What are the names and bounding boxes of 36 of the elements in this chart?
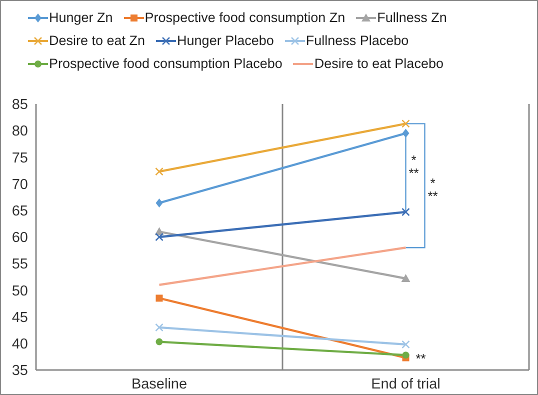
y-tick-label: 65 bbox=[12, 204, 28, 220]
y-tick-label: 35 bbox=[12, 363, 28, 380]
point bbox=[156, 338, 163, 346]
annotation: ** bbox=[408, 166, 419, 181]
legend-label: Hunger Zn bbox=[49, 10, 113, 25]
point bbox=[402, 120, 410, 128]
legend-label: Hunger Placebo bbox=[177, 33, 274, 48]
point bbox=[402, 340, 410, 349]
y-tick-label: 55 bbox=[12, 256, 28, 273]
x-tick-label: Baseline bbox=[131, 376, 188, 392]
y-tick-label: 60 bbox=[12, 230, 28, 246]
annotation: * bbox=[411, 152, 416, 168]
y-tick-label: 50 bbox=[12, 283, 28, 300]
point bbox=[156, 294, 163, 302]
y-tick-label: 80 bbox=[12, 124, 28, 140]
point bbox=[156, 198, 163, 208]
legend-label: Desire to eat Placebo bbox=[314, 56, 444, 71]
annotation: ** bbox=[416, 350, 426, 366]
annotation: * bbox=[430, 176, 436, 191]
legend-label: Prospective food consumption Zn bbox=[144, 10, 346, 25]
legend-label: Prospective food consumption Placebo bbox=[49, 56, 282, 71]
y-tick-label: 85 bbox=[12, 97, 28, 114]
legend-label: Fullness Placebo bbox=[306, 33, 409, 48]
point bbox=[402, 208, 410, 216]
y-tick-label: 45 bbox=[12, 310, 28, 326]
y-tick-label: 40 bbox=[12, 336, 28, 353]
point bbox=[155, 167, 164, 176]
annotation: ** bbox=[428, 188, 438, 204]
x-tick-label: End of trial bbox=[371, 376, 440, 392]
legend-label: Desire to eat Zn bbox=[49, 33, 146, 48]
y-tick-label: 70 bbox=[12, 176, 28, 193]
legend-label: Fullness Zn bbox=[377, 10, 447, 25]
y-tick-label: 75 bbox=[12, 150, 28, 166]
point bbox=[155, 323, 164, 332]
point bbox=[402, 128, 410, 138]
point bbox=[402, 352, 410, 359]
